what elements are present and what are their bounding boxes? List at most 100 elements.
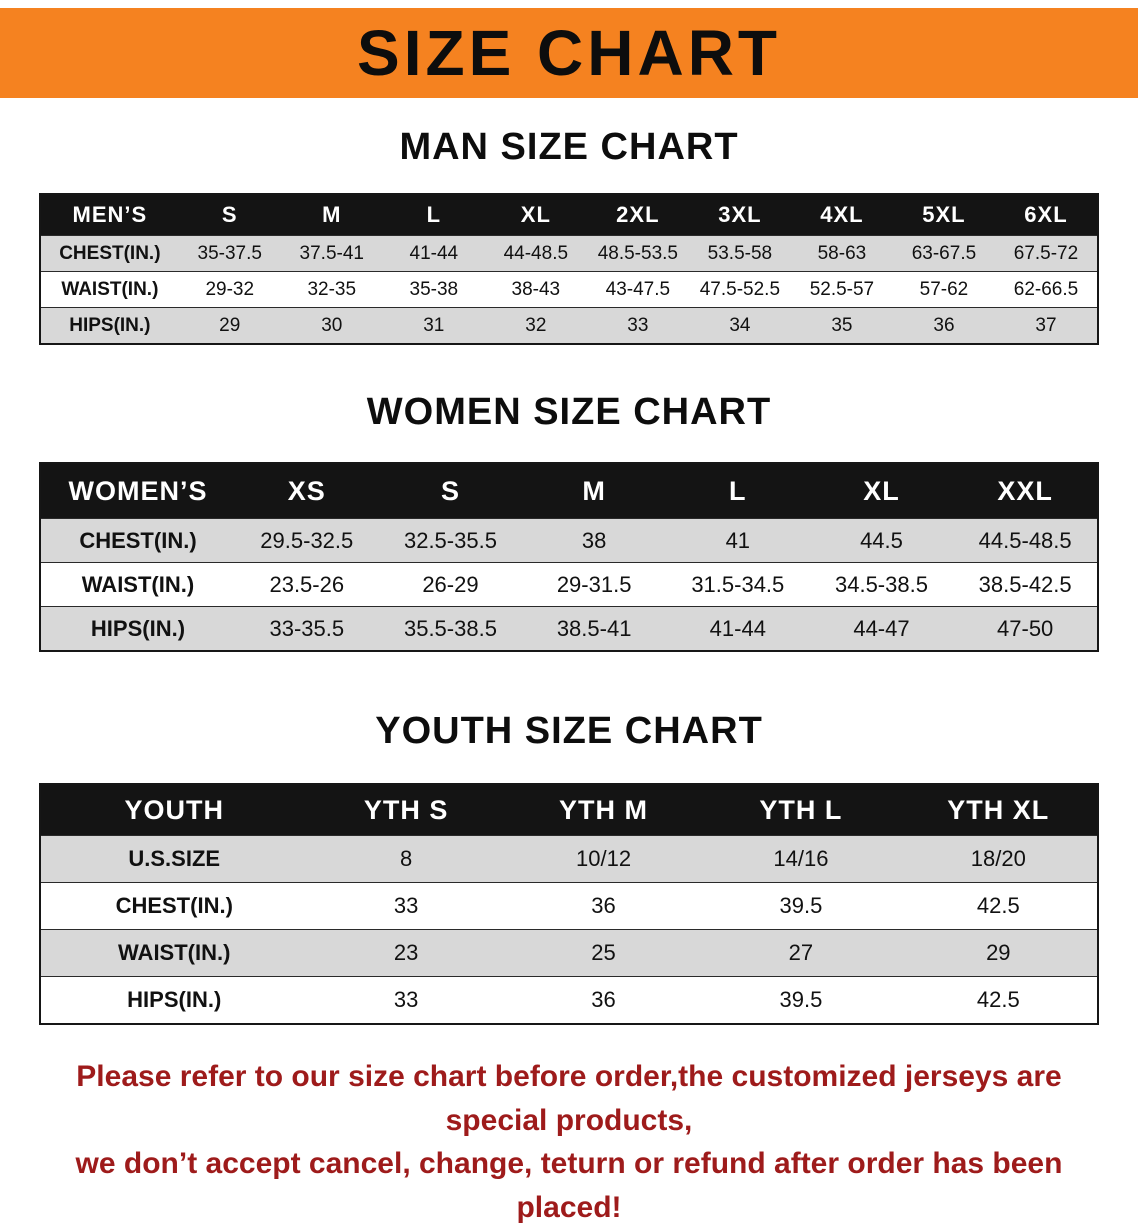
table-cell: 29.5-32.5 (234, 518, 379, 562)
section-women: WOMEN SIZE CHART WOMEN’S XS S M L XL XXL CHEST(… (0, 391, 1138, 652)
column-header: XL (484, 195, 587, 235)
table-header-label: WOMEN’S (41, 464, 235, 518)
table-cell: 41-44 (665, 606, 810, 650)
table-cell: 53.5-58 (688, 235, 791, 271)
table-cell: 36 (504, 882, 703, 929)
table-cell: 29-31.5 (522, 562, 666, 606)
table-cell: 57-62 (892, 271, 995, 307)
row-label: HIPS(IN.) (41, 606, 235, 650)
table-cell: 35.5-38.5 (378, 606, 523, 650)
table-cell: 48.5-53.5 (586, 235, 689, 271)
table-cell: 10/12 (504, 835, 703, 882)
table-cell: 8 (307, 835, 505, 882)
table-cell: 35 (790, 307, 893, 343)
table-cell: 42.5 (899, 976, 1097, 1023)
table-cell: 29-32 (178, 271, 281, 307)
table-cell: 58-63 (790, 235, 893, 271)
row-label: WAIST(IN.) (41, 929, 308, 976)
table-cell: 37 (994, 307, 1097, 343)
table-cell: 52.5-57 (790, 271, 893, 307)
men-size-table: MEN’S S M L XL 2XL 3XL 4XL 5XL 6XL CHEST(IN.) 35-37… (39, 193, 1099, 345)
table-cell: 47-50 (953, 606, 1097, 650)
table-cell: 33 (307, 976, 505, 1023)
column-header: L (382, 195, 485, 235)
table-cell: 47.5-52.5 (688, 271, 791, 307)
disclaimer-note: Please refer to our size chart before or… (38, 1055, 1100, 1229)
table-cell: 27 (702, 929, 900, 976)
table-cell: 31.5-34.5 (665, 562, 810, 606)
table-cell: 39.5 (702, 882, 900, 929)
column-header: 5XL (892, 195, 995, 235)
table-cell: 37.5-41 (280, 235, 383, 271)
table-cell: 35-37.5 (178, 235, 281, 271)
table-cell: 38 (522, 518, 666, 562)
men-section-title: MAN SIZE CHART (399, 126, 739, 168)
column-header: 2XL (586, 195, 689, 235)
table-cell: 14/16 (702, 835, 900, 882)
table-cell: 36 (504, 976, 703, 1023)
column-header: 3XL (688, 195, 791, 235)
disclaimer-line-1: Please refer to our size chart before or… (76, 1060, 1062, 1137)
youth-section-title: YOUTH SIZE CHART (375, 710, 763, 752)
column-header: YTH XL (899, 785, 1097, 835)
row-label: WAIST(IN.) (41, 271, 179, 307)
row-label: WAIST(IN.) (41, 562, 235, 606)
banner-title: SIZE CHART (357, 17, 781, 89)
table-cell: 39.5 (702, 976, 900, 1023)
disclaimer-line-2: we don’t accept cancel, change, teturn o… (75, 1147, 1063, 1224)
table-cell: 25 (504, 929, 703, 976)
section-youth: YOUTH SIZE CHART YOUTH YTH S YTH M YTH L YTH… (0, 710, 1138, 1025)
column-header: YTH L (702, 785, 900, 835)
table-cell: 29 (899, 929, 1097, 976)
column-header: S (178, 195, 281, 235)
table-cell: 34.5-38.5 (809, 562, 954, 606)
column-header: M (522, 464, 666, 518)
table-cell: 42.5 (899, 882, 1097, 929)
table-cell: 44-47 (809, 606, 954, 650)
table-cell: 35-38 (382, 271, 485, 307)
row-label: CHEST(IN.) (41, 882, 308, 929)
table-cell: 33 (586, 307, 689, 343)
row-label: CHEST(IN.) (41, 235, 179, 271)
column-header: S (378, 464, 523, 518)
table-cell: 29 (178, 307, 281, 343)
column-header: YTH S (307, 785, 505, 835)
column-header: XS (234, 464, 379, 518)
table-cell: 31 (382, 307, 485, 343)
table-cell: 43-47.5 (586, 271, 689, 307)
row-label: CHEST(IN.) (41, 518, 235, 562)
table-cell: 63-67.5 (892, 235, 995, 271)
youth-size-table: YOUTH YTH S YTH M YTH L YTH XL U.S.SIZE 8 10/12… (39, 783, 1099, 1025)
women-section-title: WOMEN SIZE CHART (366, 391, 772, 433)
table-cell: 33-35.5 (234, 606, 379, 650)
column-header: L (665, 464, 810, 518)
table-cell: 32.5-35.5 (378, 518, 523, 562)
column-header: M (280, 195, 383, 235)
column-header: XL (809, 464, 954, 518)
table-header-label: MEN’S (41, 195, 179, 235)
table-cell: 23 (307, 929, 505, 976)
table-cell: 41 (665, 518, 810, 562)
table-cell: 26-29 (378, 562, 523, 606)
table-header-label: YOUTH (41, 785, 308, 835)
column-header: YTH M (504, 785, 703, 835)
table-cell: 32-35 (280, 271, 383, 307)
table-cell: 32 (484, 307, 587, 343)
row-label: HIPS(IN.) (41, 307, 179, 343)
row-label: HIPS(IN.) (41, 976, 308, 1023)
column-header: XXL (953, 464, 1097, 518)
size-chart-banner: SIZE CHART (0, 8, 1138, 98)
column-header: 4XL (790, 195, 893, 235)
column-header: 6XL (994, 195, 1097, 235)
table-cell: 38-43 (484, 271, 587, 307)
table-cell: 23.5-26 (234, 562, 379, 606)
table-cell: 44-48.5 (484, 235, 587, 271)
table-cell: 38.5-42.5 (953, 562, 1097, 606)
table-cell: 38.5-41 (522, 606, 666, 650)
table-cell: 34 (688, 307, 791, 343)
table-cell: 67.5-72 (994, 235, 1097, 271)
row-label: U.S.SIZE (41, 835, 308, 882)
section-men: MAN SIZE CHART MEN’S S M L XL 2XL 3XL 4XL 5XL 6XL… (0, 126, 1138, 345)
table-cell: 44.5-48.5 (953, 518, 1097, 562)
table-cell: 44.5 (809, 518, 954, 562)
